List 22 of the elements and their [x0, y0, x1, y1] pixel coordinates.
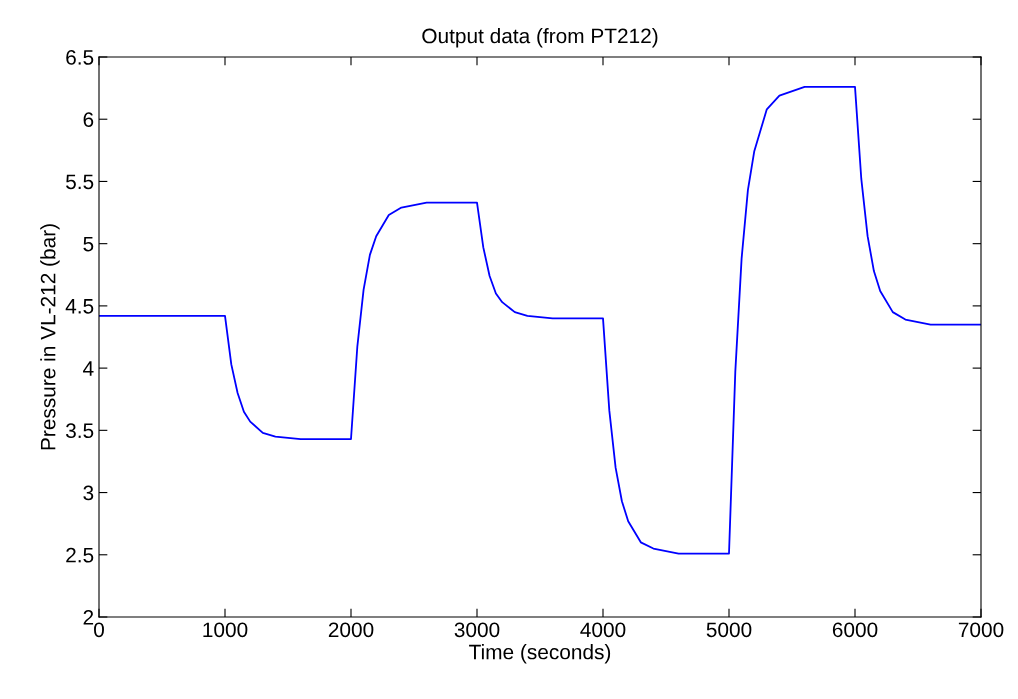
y-tick-label: 2.5 — [66, 547, 94, 563]
x-tick-label: 2000 — [328, 622, 374, 638]
y-tick-label: 3 — [83, 485, 94, 501]
x-tick-label: 5000 — [706, 622, 752, 638]
x-tick-label: 3000 — [454, 622, 500, 638]
x-tick-label: 4000 — [580, 622, 626, 638]
y-tick-label: 6.5 — [66, 50, 94, 65]
y-tick-label: 6 — [83, 112, 94, 127]
x-tick-label: 1000 — [203, 622, 248, 638]
x-tick-label: 6000 — [832, 622, 878, 638]
y-tick-label: 3.5 — [65, 423, 94, 439]
y-tick-label: 5.5 — [66, 174, 94, 190]
y-tick-label: 4.5 — [65, 299, 94, 314]
x-axis-title: Time (seconds) — [469, 644, 611, 664]
chart-title: Output data (from PT212) — [422, 28, 658, 48]
x-tick-label: 7000 — [958, 622, 1004, 638]
y-tick-label: 4 — [83, 361, 94, 376]
y-axis-title: Pressure in VL-212 (bar) — [40, 224, 60, 450]
y-tick-label: 2 — [83, 610, 94, 625]
y-tick-label: 5 — [83, 236, 94, 252]
line-series — [99, 85, 981, 555]
x-tick-label: 0 — [94, 622, 104, 638]
